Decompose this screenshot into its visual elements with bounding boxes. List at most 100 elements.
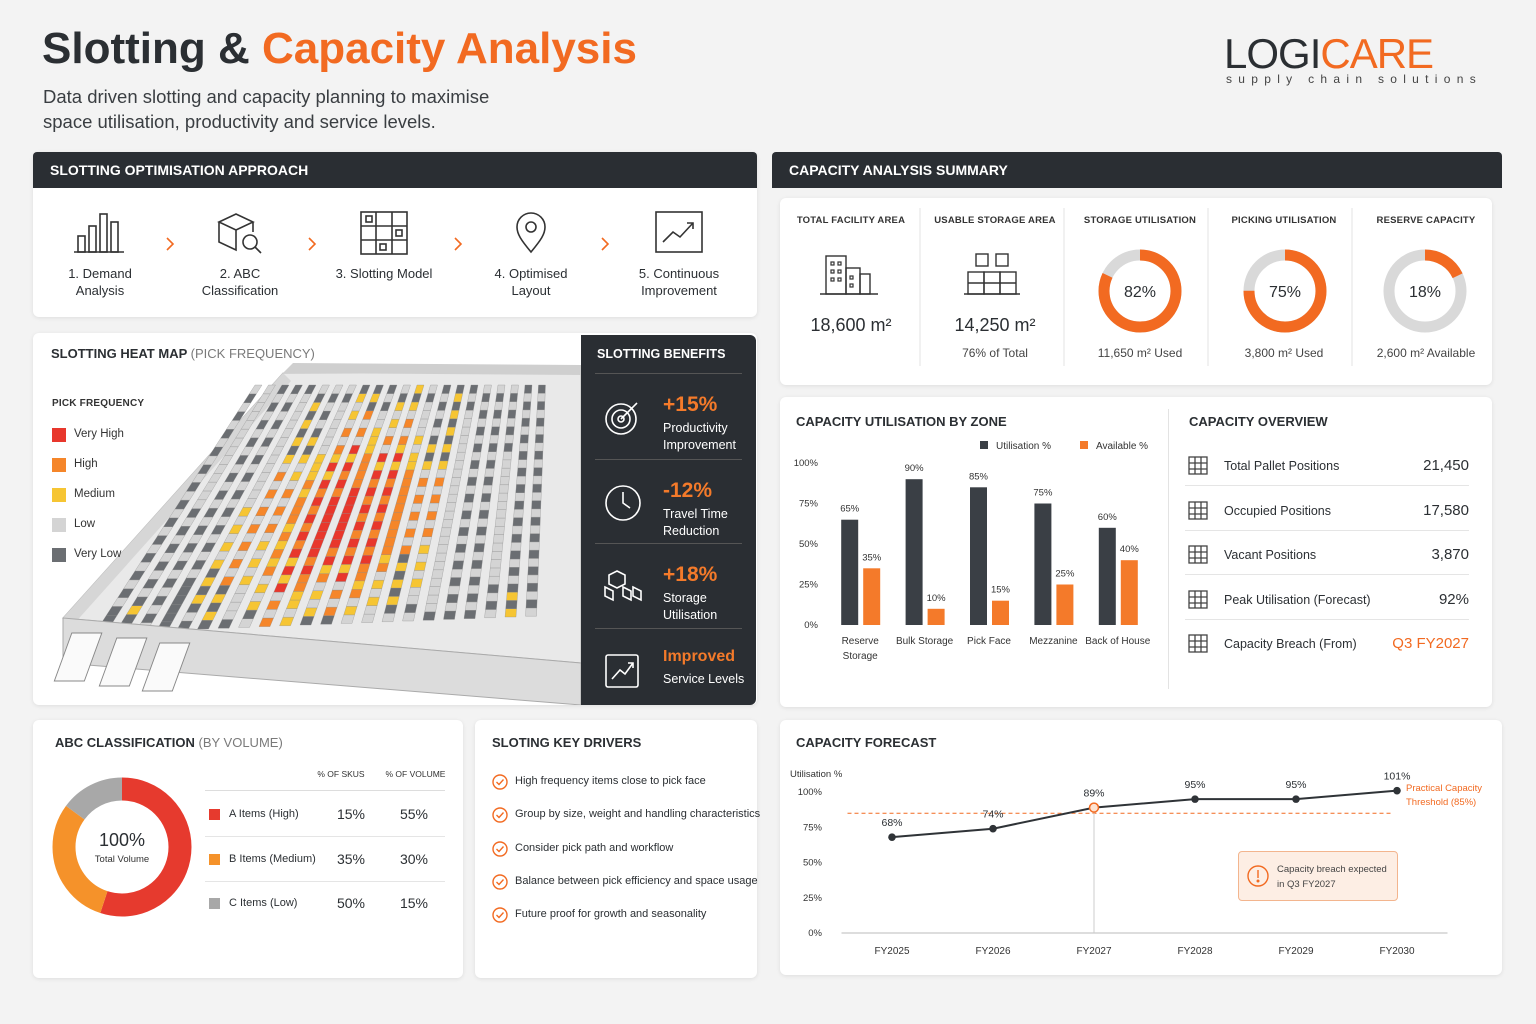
rack	[486, 592, 499, 602]
overview-value: 92%	[1438, 590, 1469, 608]
rack	[457, 443, 468, 453]
rack	[488, 576, 500, 585]
truck	[98, 637, 148, 687]
rack	[453, 552, 466, 561]
rack	[427, 384, 438, 394]
drivers-panel: SLOTING KEY DRIVERS High frequency items…	[475, 720, 760, 978]
rack	[449, 577, 462, 587]
overview-icon	[1187, 588, 1209, 615]
benefit-label: Productivity Improvement	[663, 421, 736, 452]
rack	[492, 409, 502, 419]
rack	[504, 434, 514, 444]
bar	[841, 519, 859, 625]
y-tick-label: 0%	[804, 620, 818, 631]
x-tick-label: Bulk Storage	[895, 636, 954, 647]
rack	[471, 560, 483, 569]
rack	[439, 452, 451, 462]
overview-icon	[1187, 454, 1209, 481]
step-label: 3. Slotting Model	[335, 266, 433, 281]
rack	[468, 468, 479, 478]
legend-swatch	[980, 441, 988, 449]
step-icon	[74, 210, 126, 261]
gauge: 82%	[1098, 249, 1182, 333]
bar	[863, 568, 881, 625]
point-label: 68%	[881, 817, 902, 829]
benefit-icon	[603, 397, 643, 442]
rack	[434, 552, 447, 562]
gauge-title: RESERVE CAPACITY	[1376, 215, 1476, 226]
rack	[438, 536, 450, 545]
rack	[276, 384, 290, 394]
overview-value: 3,870	[1431, 546, 1469, 563]
annotation-icon	[1247, 865, 1269, 892]
rack	[528, 549, 540, 559]
rack	[531, 500, 542, 510]
step-label: 4. Optimised Layout	[494, 266, 568, 298]
bar-value-label: 65%	[840, 504, 860, 515]
title-accent: Capacity Analysis	[261, 24, 637, 73]
rack	[506, 583, 519, 593]
table-header: % OF VOLUME	[385, 769, 446, 779]
rack	[451, 468, 463, 478]
tagline: supply chain solutions	[1226, 72, 1483, 86]
rack	[453, 460, 465, 470]
rack	[427, 586, 441, 596]
rack	[460, 510, 472, 520]
gauge-value: 82%	[1124, 284, 1156, 301]
rack	[477, 418, 487, 428]
rack	[537, 384, 546, 394]
rack	[484, 609, 497, 618]
rack	[525, 607, 537, 617]
rack	[429, 494, 442, 504]
rack	[401, 537, 414, 546]
rack	[528, 558, 539, 567]
rack	[426, 594, 439, 604]
rack	[435, 469, 447, 478]
rack	[455, 384, 465, 394]
y-tick-label: 50%	[799, 539, 819, 550]
benefits-box: SLOTTING BENEFITS +15% Productivity Impro…	[581, 335, 756, 705]
rack	[529, 525, 541, 534]
forecast-point	[888, 833, 896, 841]
table-divider	[205, 880, 445, 882]
benefit-label: Travel Time Reduction	[663, 507, 728, 538]
rack	[509, 550, 521, 560]
rack	[421, 528, 434, 537]
rack	[361, 613, 376, 623]
table-swatch	[209, 898, 220, 909]
rack	[478, 509, 490, 519]
rack	[446, 494, 458, 503]
rack	[531, 492, 542, 501]
x-tick-label: Back of House	[1085, 636, 1151, 647]
benefit-label: Storage Utilisation	[663, 591, 718, 622]
abc-subtitle: (BY VOLUME)	[198, 735, 283, 750]
rack	[419, 536, 432, 546]
point-label: 89%	[1083, 788, 1104, 800]
rack	[527, 574, 539, 584]
center-label: Total Volume	[95, 854, 149, 865]
benefit-value: -12%	[663, 479, 713, 502]
benefit-value: Improved	[663, 648, 736, 665]
overview-label: Vacant Positions	[1224, 548, 1317, 562]
step-icon	[505, 210, 557, 261]
legend-swatch	[52, 548, 66, 562]
check-icon	[492, 840, 508, 862]
heat-map-title: SLOTTING HEAT MAP	[51, 346, 188, 361]
table-volume: 55%	[399, 806, 429, 822]
rack	[475, 426, 486, 436]
overview-divider	[1185, 618, 1469, 620]
overview-divider	[1185, 529, 1469, 531]
rack	[465, 485, 476, 494]
step-arrow	[452, 236, 464, 257]
card-value: 18,600 m²	[810, 315, 892, 335]
gauge-note: 3,800 m² Used	[1244, 346, 1324, 360]
bar-value-label: 35%	[862, 552, 882, 563]
zone-title: CAPACITY UTILISATION BY ZONE	[796, 414, 1007, 429]
rack	[317, 384, 330, 394]
rack	[408, 587, 421, 596]
rack	[467, 585, 480, 594]
y-tick-label: 25%	[799, 580, 819, 591]
rack	[516, 475, 526, 485]
rack	[507, 575, 520, 585]
drivers-title: SLOTING KEY DRIVERS	[492, 735, 642, 750]
